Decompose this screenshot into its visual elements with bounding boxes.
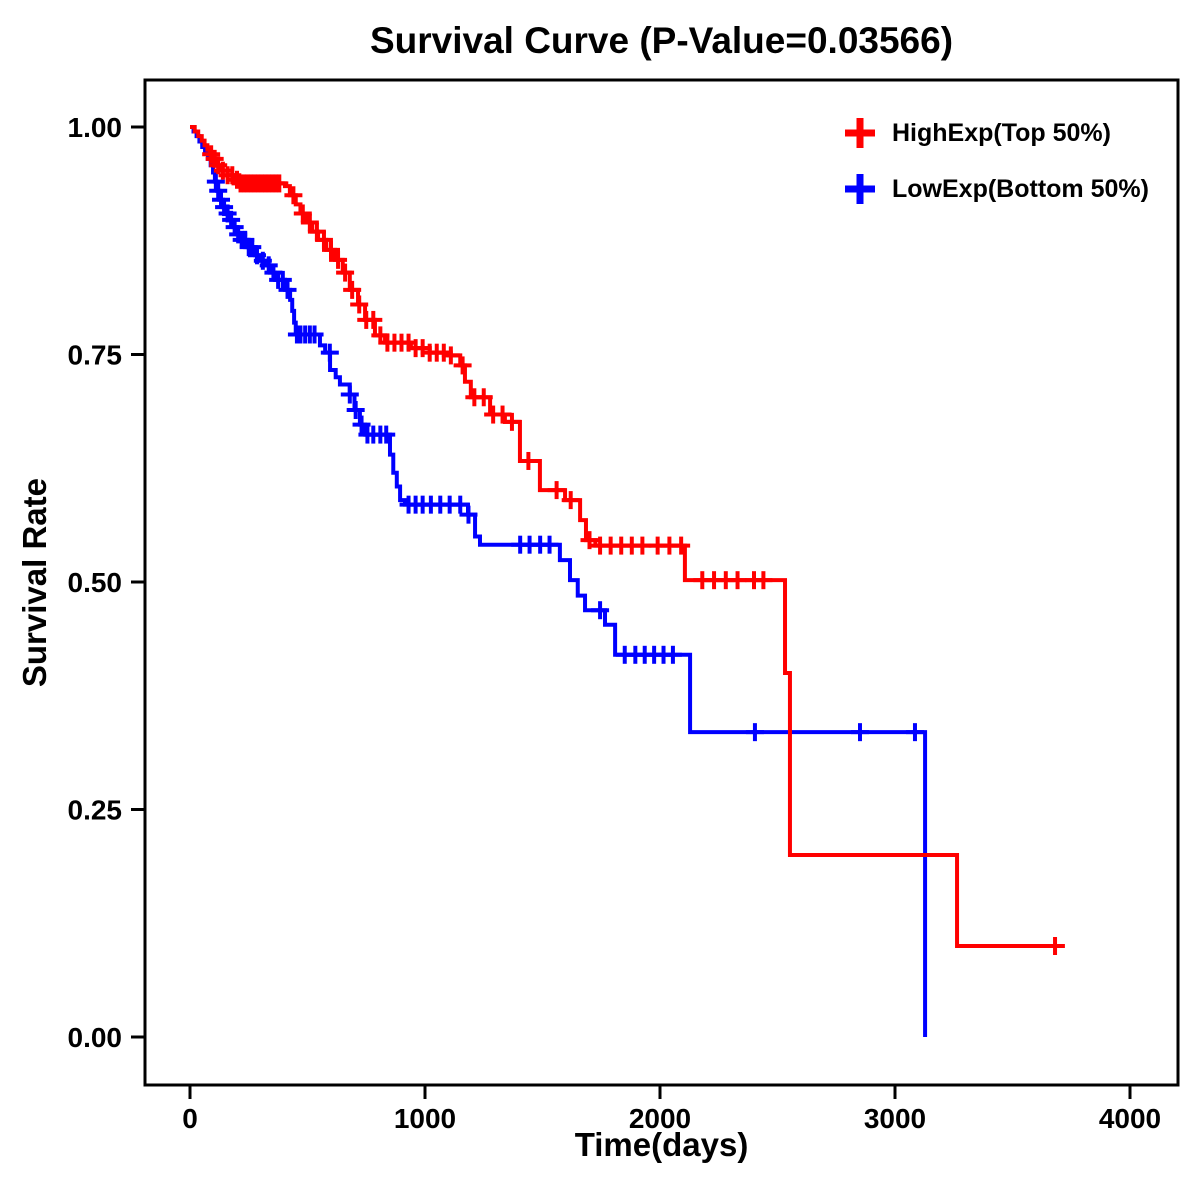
x-axis-label: Time(days) [574,1126,749,1163]
legend-item-highexp: HighExp(Top 50%) [838,110,1149,156]
svg-text:0.75: 0.75 [68,340,123,371]
svg-text:0: 0 [182,1103,198,1134]
plus-marker-icon [838,113,882,153]
plus-marker-icon [838,169,882,209]
y-axis-label: Survival Rate [12,80,58,1085]
svg-text:1000: 1000 [394,1103,456,1134]
svg-text:1.00: 1.00 [68,112,123,143]
svg-text:0.25: 0.25 [68,795,123,826]
svg-text:3000: 3000 [864,1103,926,1134]
chart-title: Survival Curve (P-Value=0.03566) [369,20,954,61]
legend-label-highexp: HighExp(Top 50%) [892,118,1111,147]
legend: HighExp(Top 50%) LowExp(Bottom 50%) [838,110,1149,212]
y-axis-label-text: Survival Rate [16,477,53,688]
svg-text:0.50: 0.50 [68,567,123,598]
svg-text:2000: 2000 [629,1103,691,1134]
legend-label-lowexp: LowExp(Bottom 50%) [892,174,1149,203]
svg-text:0.00: 0.00 [68,1022,123,1053]
legend-item-lowexp: LowExp(Bottom 50%) [838,166,1149,212]
svg-text:4000: 4000 [1099,1103,1161,1134]
